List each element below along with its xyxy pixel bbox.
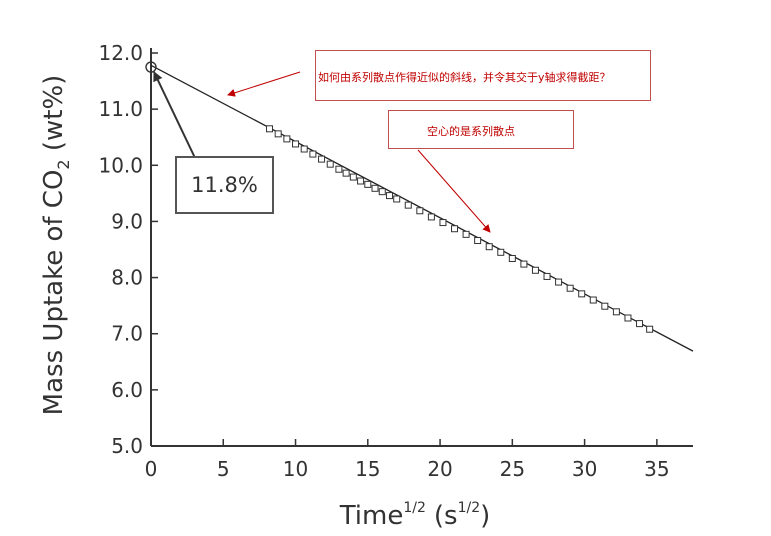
y-tick-label: 8.0 [111, 266, 143, 290]
intercept-point [145, 61, 157, 73]
data-point [309, 150, 317, 158]
x-tick-label: 10 [283, 457, 308, 481]
y-tick-label: 6.0 [111, 378, 143, 402]
y-tick-label: 5.0 [111, 434, 143, 458]
data-point [335, 165, 343, 173]
data-point [342, 169, 350, 177]
y-tick-label: 10.0 [98, 153, 143, 177]
data-point [474, 237, 482, 245]
axes [150, 48, 693, 447]
data-point [531, 266, 539, 274]
data-point [371, 184, 379, 192]
data-point [378, 188, 386, 196]
data-point [385, 192, 393, 200]
note-2-arrow [417, 149, 491, 233]
data-point [349, 173, 357, 181]
note-1-arrow [227, 71, 301, 97]
data-point [566, 284, 574, 292]
y-tick-label: 7.0 [111, 322, 143, 346]
data-point [636, 320, 644, 328]
y-axis-title: Mass Uptake of CO2 (wt%) [39, 75, 73, 416]
data-point [612, 308, 620, 316]
callout-arrow [153, 71, 197, 161]
intercept-value: 11.8% [191, 173, 258, 197]
data-point [497, 248, 505, 256]
y-tick-label: 11.0 [98, 97, 143, 121]
data-point [357, 177, 365, 185]
data-point [318, 155, 326, 163]
note-1-box: 如何由系列散点作得近似的斜线，并令其交于y轴求得截距？ [315, 50, 651, 101]
data-point [555, 278, 563, 286]
data-point [266, 125, 274, 133]
x-tick-label: 0 [145, 457, 158, 481]
ticks: 0 5 10 15 20 25 30 35 5.0 6.0 7.0 8.0 9.0 10.0 11.0 12.… [98, 41, 669, 481]
data-point [462, 230, 470, 238]
data-point [292, 140, 300, 148]
data-point [439, 219, 447, 227]
data-point [427, 213, 435, 221]
y-tick-label: 12.0 [98, 41, 143, 65]
y-tick-label: 9.0 [111, 209, 143, 233]
data-point [326, 160, 334, 168]
data-point [589, 296, 597, 304]
data-point [393, 195, 401, 203]
x-tick-label: 35 [644, 457, 669, 481]
intercept-callout: 11.8% [175, 156, 274, 214]
data-point [283, 135, 291, 143]
data-point [624, 314, 632, 322]
data-point [601, 302, 609, 310]
data-point [543, 272, 551, 280]
note-1-text: 如何由系列散点作得近似的斜线，并令其交于y轴求得截距？ [318, 71, 611, 84]
data-point [274, 130, 282, 138]
x-tick-label: 20 [427, 457, 452, 481]
data-point [520, 260, 528, 268]
note-2-text: 空心的是系列散点 [427, 125, 515, 138]
data-point [300, 145, 308, 153]
x-tick-label: 25 [500, 457, 525, 481]
data-point [485, 243, 493, 251]
data-point [451, 225, 459, 233]
data-point [646, 325, 654, 333]
scatter-points [145, 61, 654, 333]
x-tick-label: 30 [572, 457, 597, 481]
data-point [578, 290, 586, 298]
note-2-box: 空心的是系列散点 [388, 110, 574, 149]
data-point [404, 201, 412, 209]
x-axis-title: Time1/2 (s1/2) [339, 500, 491, 531]
data-point [508, 254, 516, 262]
x-tick-label: 5 [217, 457, 230, 481]
data-point [416, 207, 424, 215]
data-point [364, 180, 372, 188]
x-tick-label: 15 [355, 457, 380, 481]
